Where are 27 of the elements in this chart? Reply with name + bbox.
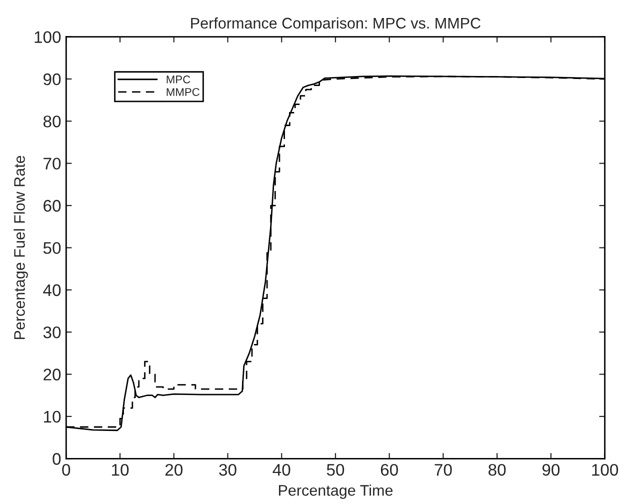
legend-label: MMPC <box>166 88 200 96</box>
y-tick-label: 40 <box>43 284 61 296</box>
y-axis-title: Percentage Fuel Flow Rate <box>14 156 28 340</box>
y-tick-label: 0 <box>52 453 61 465</box>
x-tick-label: 80 <box>488 464 506 476</box>
x-tick-label: 90 <box>542 464 560 476</box>
x-tick-label: 100 <box>592 464 618 476</box>
legend-label: MPC <box>166 76 190 84</box>
y-tick-label: 20 <box>44 368 61 380</box>
y-tick-label: 10 <box>44 410 61 423</box>
x-tick-label: 40 <box>272 464 290 476</box>
x-tick-label: 50 <box>326 464 344 476</box>
x-tick-label: 30 <box>219 464 236 476</box>
y-tick-label: 70 <box>44 158 61 170</box>
x-tick-label: 20 <box>165 464 182 476</box>
x-tick-label: 10 <box>112 464 129 476</box>
y-tick-label: 60 <box>44 200 61 212</box>
y-tick-label: 100 <box>34 31 61 43</box>
chart-title: Performance Comparison: MPC vs. MMPC <box>191 17 480 32</box>
y-tick-label: 80 <box>43 116 61 128</box>
x-tick-label: 70 <box>434 464 452 476</box>
y-tick-label: 30 <box>43 326 61 338</box>
x-tick-label: 0 <box>62 464 70 476</box>
y-tick-label: 50 <box>43 242 61 254</box>
y-tick-label: 90 <box>44 73 61 86</box>
x-axis-title: Percentage Time <box>278 484 393 499</box>
x-tick-label: 60 <box>380 464 398 476</box>
